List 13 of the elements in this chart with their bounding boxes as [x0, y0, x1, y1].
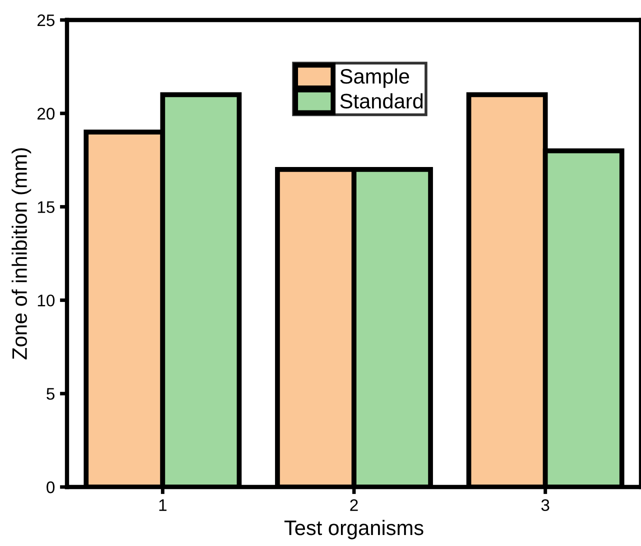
- x-axis-title: Test organisms: [284, 520, 424, 540]
- legend-label: Standard: [340, 93, 423, 109]
- x-tick-label: 1: [159, 499, 166, 511]
- y-tick-label: 25: [37, 14, 54, 26]
- y-tick-label: 5: [46, 388, 54, 400]
- y-axis-title: Zone of inhibition (mm): [12, 148, 32, 360]
- x-tick-label: 3: [541, 499, 550, 512]
- y-tick-label: 20: [37, 108, 55, 120]
- y-tick-label: 0: [46, 481, 55, 494]
- y-tick-label: 15: [38, 201, 54, 214]
- legend-label: Sample: [340, 68, 410, 88]
- y-tick-label: 10: [38, 294, 55, 306]
- x-tick-label: 2: [350, 499, 358, 511]
